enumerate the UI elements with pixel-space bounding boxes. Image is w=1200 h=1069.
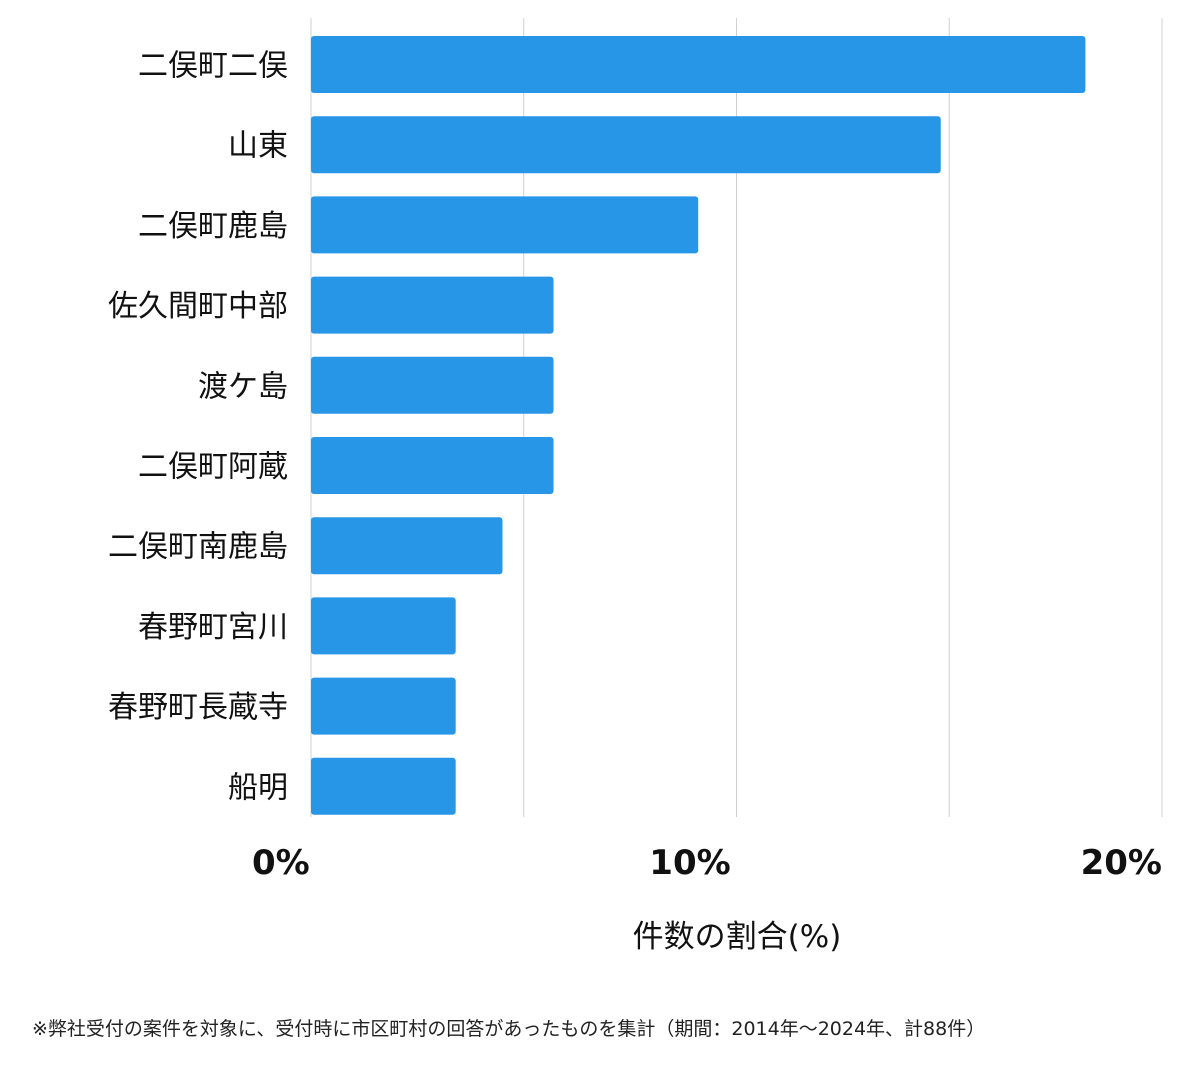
x-axis-title: 件数の割合(%): [633, 919, 842, 955]
x-tick-label: 20%: [1081, 843, 1162, 883]
category-label: 渡ケ島: [198, 369, 288, 404]
category-label: 佐久間町中部: [108, 289, 288, 324]
bar: [311, 437, 554, 494]
x-tick-label: 10%: [649, 843, 730, 883]
category-label: 春野町宮川: [138, 610, 288, 645]
bar: [311, 757, 456, 815]
category-label: 山東: [228, 129, 288, 164]
bars: [311, 36, 1086, 815]
category-label: 船明: [228, 770, 288, 805]
category-label: 二俣町二俣: [138, 49, 288, 84]
footnote: ※弊社受付の案件を対象に、受付時に市区町村の回答があったものを集計（期間：201…: [32, 1018, 986, 1040]
bar: [311, 677, 456, 735]
category-labels: 二俣町二俣山東二俣町鹿島佐久間町中部渡ケ島二俣町阿蔵二俣町南鹿島春野町宮川春野町…: [108, 49, 288, 806]
bar: [311, 196, 699, 254]
bar: [311, 116, 941, 174]
bar: [311, 597, 456, 655]
bar: [311, 276, 554, 334]
bar: [311, 36, 1086, 93]
x-tick-label: 0%: [252, 843, 310, 883]
category-label: 二俣町南鹿島: [108, 530, 288, 565]
bar: [311, 356, 554, 414]
category-label: 二俣町鹿島: [138, 209, 288, 244]
x-tick-labels: 0% 10% 20%: [252, 843, 1162, 883]
bar-chart: 二俣町二俣山東二俣町鹿島佐久間町中部渡ケ島二俣町阿蔵二俣町南鹿島春野町宮川春野町…: [108, 18, 1163, 955]
bar: [311, 517, 503, 575]
category-label: 二俣町阿蔵: [138, 450, 288, 485]
category-label: 春野町長蔵寺: [108, 690, 288, 725]
